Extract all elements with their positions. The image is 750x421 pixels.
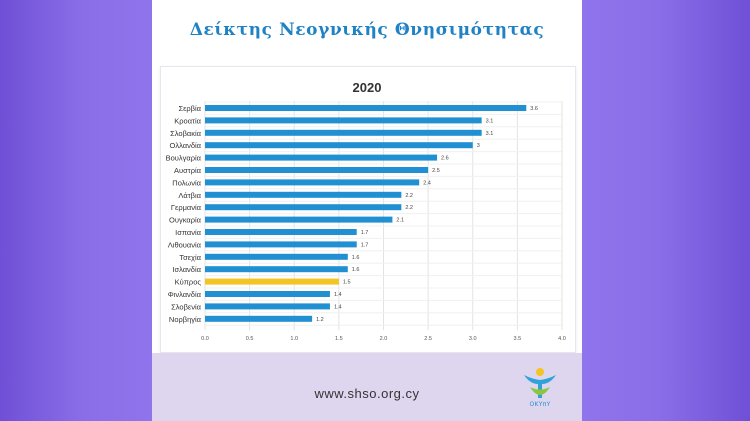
data-label: 3.6 bbox=[530, 106, 538, 112]
bar bbox=[205, 191, 402, 198]
data-label: 3.1 bbox=[486, 131, 494, 137]
data-label: 1.6 bbox=[352, 255, 360, 261]
x-tick-label: 3.5 bbox=[514, 336, 522, 342]
data-label: 2.6 bbox=[441, 156, 449, 162]
bar bbox=[205, 142, 473, 149]
x-tick-label: 0.5 bbox=[246, 336, 254, 342]
bar bbox=[205, 105, 527, 111]
bar bbox=[205, 117, 482, 124]
x-tick-label: 4.0 bbox=[558, 336, 566, 342]
bar bbox=[205, 291, 330, 297]
bar bbox=[205, 266, 348, 273]
left-background-band bbox=[0, 0, 152, 421]
category-label: Βουλγαρία bbox=[166, 154, 202, 163]
data-label: 1.7 bbox=[361, 230, 369, 236]
data-label: 1.2 bbox=[316, 317, 324, 323]
data-label: 1.4 bbox=[334, 292, 342, 298]
category-label: Τσεχία bbox=[179, 253, 201, 262]
chart-title: 2020 bbox=[352, 80, 382, 95]
category-label: Γερμανία bbox=[171, 203, 202, 212]
category-label: Φινλανδία bbox=[168, 290, 202, 299]
x-tick-label: 0.0 bbox=[201, 336, 209, 342]
bar bbox=[205, 154, 438, 161]
category-label: Νορβηγία bbox=[169, 315, 202, 324]
okypy-logo: ΟΚΥπΥ bbox=[520, 365, 560, 413]
bar bbox=[205, 241, 357, 248]
category-label: Σλοβενία bbox=[171, 302, 202, 311]
data-label: 1.6 bbox=[352, 267, 360, 273]
category-label: Ισλανδία bbox=[172, 265, 201, 274]
data-label: 3.1 bbox=[486, 118, 494, 124]
data-label: 2.2 bbox=[405, 193, 413, 199]
data-label: 2.2 bbox=[405, 205, 413, 211]
bar bbox=[205, 129, 482, 136]
category-label: Πολωνία bbox=[172, 178, 201, 187]
data-label: 3 bbox=[477, 143, 480, 149]
category-label: Κύπρος bbox=[175, 278, 202, 287]
data-label: 2.1 bbox=[396, 218, 404, 224]
category-label: Κροατία bbox=[174, 116, 201, 125]
x-tick-label: 1.0 bbox=[290, 336, 298, 342]
bar bbox=[205, 229, 357, 235]
bar bbox=[205, 179, 420, 186]
x-tick-label: 1.5 bbox=[335, 336, 343, 342]
bar-highlight bbox=[205, 278, 339, 285]
category-label: Ολλανδία bbox=[170, 141, 202, 150]
category-label: Ισπανία bbox=[175, 228, 202, 237]
website-link[interactable]: www.shso.org.cy bbox=[314, 386, 420, 401]
category-label: Αυστρία bbox=[174, 166, 202, 175]
x-tick-label: 3.0 bbox=[469, 336, 477, 342]
logo-icon bbox=[524, 368, 556, 398]
data-label: 1.5 bbox=[343, 280, 351, 286]
logo-text: ΟΚΥπΥ bbox=[529, 401, 551, 408]
data-label: 2.4 bbox=[423, 180, 431, 186]
data-label: 1.4 bbox=[334, 304, 342, 310]
page-title: Δείκτης Νεογνικής Θνησιμότητας bbox=[189, 20, 545, 40]
bar bbox=[205, 167, 429, 173]
bar bbox=[205, 253, 348, 260]
category-label: Σλοβακία bbox=[170, 129, 202, 138]
footer: www.shso.org.cy ΟΚΥπΥ bbox=[152, 353, 582, 421]
bar bbox=[205, 216, 393, 223]
data-label: 2.5 bbox=[432, 168, 440, 174]
data-label: 1.7 bbox=[361, 242, 369, 248]
x-tick-label: 2.0 bbox=[380, 336, 388, 342]
right-background-band bbox=[582, 0, 750, 421]
bar bbox=[205, 303, 330, 310]
x-tick-label: 2.5 bbox=[424, 336, 432, 342]
category-label: Ουγκαρία bbox=[169, 216, 202, 225]
category-label: Λάτβια bbox=[178, 191, 201, 200]
category-label: Σερβία bbox=[178, 104, 201, 113]
bar bbox=[205, 315, 313, 322]
category-label: Λιθουανία bbox=[168, 240, 202, 249]
bar bbox=[205, 204, 402, 211]
